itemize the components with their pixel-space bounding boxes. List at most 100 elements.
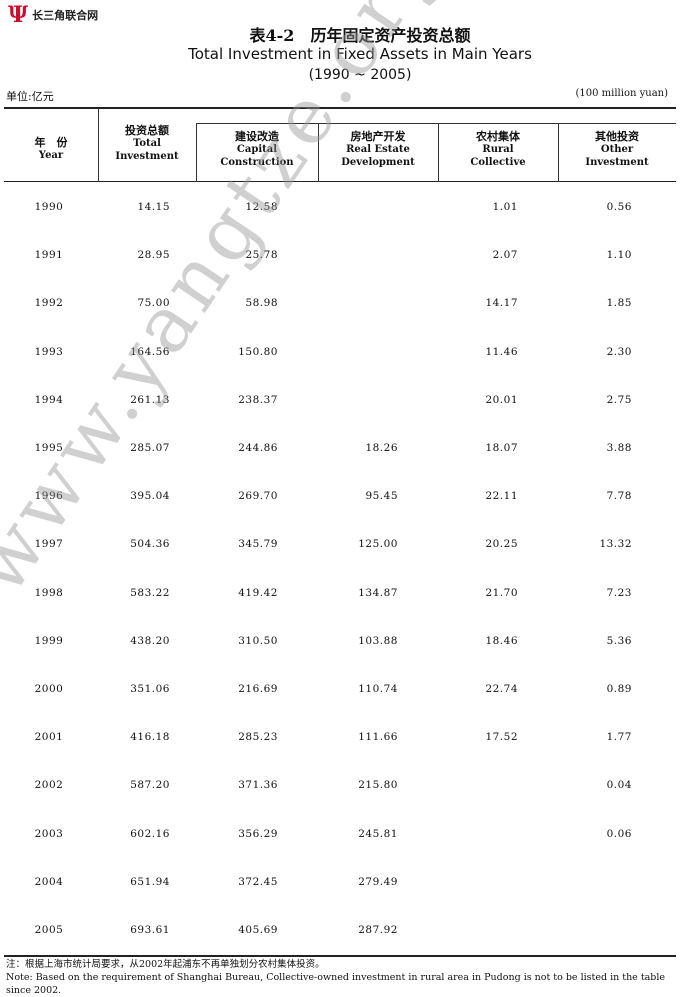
- value-cell: 216.69: [238, 683, 278, 695]
- value-cell: 7.23: [606, 586, 632, 599]
- value-cell: 372.45: [238, 875, 278, 888]
- column-header: 年 份 Year: [4, 136, 98, 162]
- table-row: 1999 438.20 310.50 103.88 18.46 5.36: [0, 635, 680, 651]
- column-header-en2: Collective: [470, 157, 526, 168]
- column-header-en1: Real Estate: [346, 144, 410, 155]
- value-cell: 504.36: [130, 538, 170, 551]
- column-header-cn: 房地产开发: [350, 130, 406, 143]
- title-english: Total Investment in Fixed Assets in Main…: [188, 45, 532, 63]
- footnote: 注：根据上海市统计局要求，从2002年起浦东不再单独划分农村集体投资。 Note…: [6, 958, 680, 997]
- value-cell: 58.98: [245, 297, 278, 310]
- value-cell: 18.26: [365, 442, 398, 454]
- year-cell: 2005: [34, 924, 64, 936]
- year-cell: 2002: [34, 779, 64, 792]
- year-cell: 2003: [34, 827, 64, 840]
- column-header-cn: 建设改造: [235, 130, 279, 143]
- table-row: 1990 14.15 12.58 1.01 0.56: [0, 201, 680, 217]
- value-cell: 5.36: [606, 634, 632, 647]
- value-cell: 215.80: [358, 779, 398, 792]
- table-row: 2001 416.18 285.23 111.66 17.52 1.77: [0, 731, 680, 747]
- column-header-en2: Development: [341, 157, 415, 168]
- column-header-en2: Investment: [115, 151, 179, 162]
- value-cell: 95.45: [365, 490, 398, 503]
- value-cell: 20.25: [485, 538, 518, 551]
- value-cell: 416.18: [130, 731, 170, 744]
- value-cell: 28.95: [137, 249, 170, 262]
- value-cell: 351.06: [130, 683, 170, 695]
- column-header-en1: Total: [133, 138, 161, 149]
- column-header-en2: Construction: [220, 157, 294, 168]
- table-row: 1993 164.56 150.80 11.46 2.30: [0, 346, 680, 362]
- subheader-rule: [196, 123, 676, 124]
- column-header: 农村集体 Rural Collective: [438, 130, 558, 169]
- value-cell: 651.94: [130, 875, 170, 888]
- year-cell: 1995: [34, 442, 64, 454]
- title-years: (1990 ~ 2005): [308, 67, 412, 83]
- column-header-en1: Rural: [482, 144, 514, 155]
- column-header-cn: 年 份: [34, 136, 68, 149]
- value-cell: 395.04: [130, 490, 170, 503]
- value-cell: 269.70: [238, 490, 278, 503]
- value-cell: 1.10: [606, 249, 632, 262]
- value-cell: 18.07: [485, 442, 518, 454]
- value-cell: 0.04: [606, 779, 632, 792]
- value-cell: 693.61: [130, 924, 170, 936]
- year-cell: 1992: [34, 297, 64, 310]
- year-cell: 1993: [34, 345, 64, 358]
- unit-english: (100 million yuan): [575, 88, 668, 99]
- logo-mark-icon: Ψ: [8, 2, 29, 28]
- divider: [558, 123, 559, 182]
- column-header: 房地产开发 Real Estate Development: [318, 130, 438, 169]
- table-row: 1995 285.07 244.86 18.26 18.07 3.88: [0, 442, 680, 458]
- year-cell: 1990: [34, 201, 64, 213]
- site-logo: Ψ 长三角联合网: [8, 4, 98, 26]
- value-cell: 0.56: [606, 201, 632, 213]
- value-cell: 125.00: [358, 538, 398, 551]
- table-row: 1998 583.22 419.42 134.87 21.70 7.23: [0, 587, 680, 603]
- value-cell: 22.11: [485, 490, 518, 503]
- unit-chinese: 单位:亿元: [6, 90, 54, 103]
- value-cell: 238.37: [238, 393, 278, 406]
- divider: [438, 123, 439, 182]
- value-cell: 164.56: [130, 345, 170, 358]
- year-cell: 1999: [34, 634, 64, 647]
- value-cell: 261.13: [130, 393, 170, 406]
- value-cell: 602.16: [130, 827, 170, 840]
- value-cell: 1.01: [492, 201, 518, 213]
- value-cell: 22.74: [485, 683, 518, 695]
- table-row: 1994 261.13 238.37 20.01 2.75: [0, 394, 680, 410]
- table-top-rule: [4, 107, 676, 109]
- table-row: 2003 602.16 356.29 245.81 0.06: [0, 828, 680, 844]
- value-cell: 13.32: [599, 538, 632, 551]
- value-cell: 111.66: [358, 731, 398, 744]
- divider: [196, 123, 197, 182]
- value-cell: 21.70: [485, 586, 518, 599]
- table-row: 1996 395.04 269.70 95.45 22.11 7.78: [0, 490, 680, 506]
- column-header-cn: 农村集体: [476, 130, 520, 143]
- value-cell: 134.87: [358, 586, 398, 599]
- footnote-english: Note: Based on the requirement of Shangh…: [6, 972, 666, 996]
- table-bottom-rule: [4, 955, 676, 957]
- divider: [318, 123, 319, 182]
- table-row: 2004 651.94 372.45 279.49: [0, 876, 680, 892]
- column-header: 投资总额 Total Investment: [98, 124, 196, 163]
- value-cell: 14.15: [137, 201, 170, 213]
- value-cell: 438.20: [130, 634, 170, 647]
- year-cell: 1997: [34, 538, 64, 551]
- value-cell: 285.07: [130, 442, 170, 454]
- value-cell: 7.78: [606, 490, 632, 503]
- column-header-cn: 其他投资: [595, 130, 639, 143]
- value-cell: 287.92: [358, 924, 398, 936]
- value-cell: 75.00: [137, 297, 170, 310]
- year-cell: 2001: [34, 731, 64, 744]
- value-cell: 371.36: [238, 779, 278, 792]
- value-cell: 150.80: [238, 345, 278, 358]
- value-cell: 345.79: [238, 538, 278, 551]
- value-cell: 110.74: [358, 683, 398, 695]
- value-cell: 405.69: [238, 924, 278, 936]
- table-row: 1991 28.95 25.78 2.07 1.10: [0, 249, 680, 265]
- year-cell: 2000: [34, 683, 64, 695]
- value-cell: 244.86: [238, 442, 278, 454]
- divider: [98, 108, 99, 182]
- value-cell: 12.58: [245, 201, 278, 213]
